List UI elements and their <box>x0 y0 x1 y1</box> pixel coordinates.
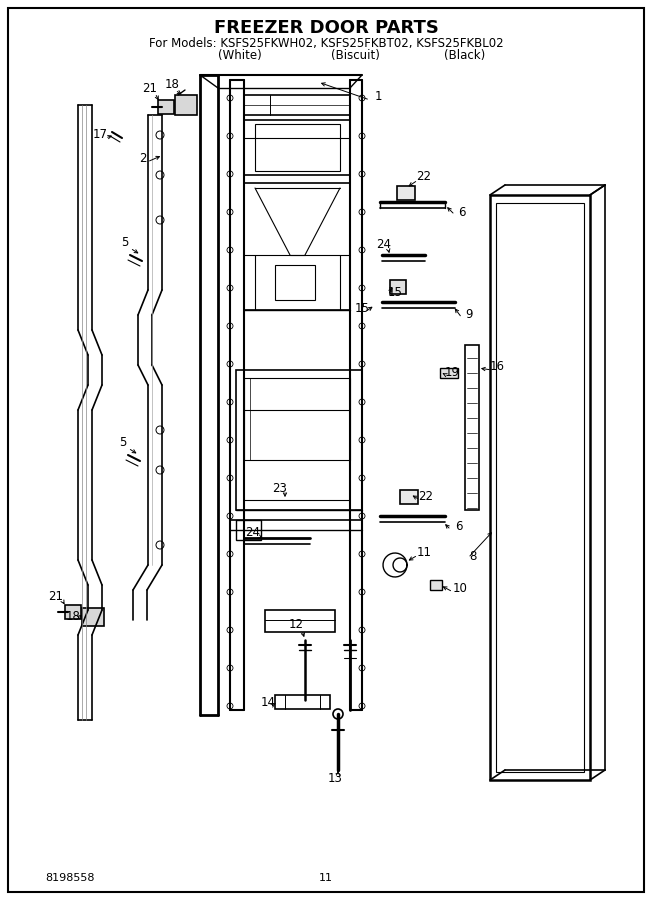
Text: (Biscuit): (Biscuit) <box>331 50 379 62</box>
Bar <box>265 610 335 632</box>
Text: 11: 11 <box>417 545 432 559</box>
Text: 12: 12 <box>288 618 303 632</box>
Bar <box>490 195 590 780</box>
Text: 18: 18 <box>164 78 179 92</box>
Bar <box>275 695 330 709</box>
Text: 13: 13 <box>327 771 342 785</box>
Text: 15: 15 <box>387 285 402 299</box>
Text: 6: 6 <box>455 520 463 534</box>
Bar <box>390 280 406 294</box>
Text: 21: 21 <box>48 590 63 604</box>
Text: 6: 6 <box>458 205 466 219</box>
Bar <box>236 520 261 540</box>
Bar <box>255 124 340 171</box>
Bar <box>440 368 458 378</box>
Text: 22: 22 <box>417 170 432 184</box>
Text: 8: 8 <box>469 550 477 562</box>
Text: 17: 17 <box>93 129 108 141</box>
Bar <box>275 265 315 300</box>
Text: 5: 5 <box>119 436 126 449</box>
Bar <box>65 605 81 619</box>
Bar <box>400 490 418 504</box>
Bar <box>397 186 415 200</box>
Bar <box>430 580 442 590</box>
Text: 1: 1 <box>374 89 382 103</box>
Text: (Black): (Black) <box>445 50 486 62</box>
Text: 15: 15 <box>355 302 370 316</box>
Text: 11: 11 <box>319 873 333 883</box>
Text: 23: 23 <box>273 482 288 494</box>
Text: 2: 2 <box>140 151 147 165</box>
Text: 22: 22 <box>419 491 434 503</box>
Text: 5: 5 <box>121 237 128 249</box>
Bar <box>465 345 479 510</box>
Text: For Models: KSFS25FKWH02, KSFS25FKBT02, KSFS25FKBL02: For Models: KSFS25FKWH02, KSFS25FKBT02, … <box>149 38 503 50</box>
Text: 10: 10 <box>452 582 467 596</box>
Bar <box>82 608 104 626</box>
Text: 24: 24 <box>246 526 261 539</box>
Text: 16: 16 <box>490 361 505 374</box>
Text: (White): (White) <box>218 50 262 62</box>
Text: 18: 18 <box>66 609 80 623</box>
Text: FREEZER DOOR PARTS: FREEZER DOOR PARTS <box>214 19 438 37</box>
Bar <box>175 95 197 115</box>
Bar <box>244 120 350 175</box>
Text: 19: 19 <box>445 365 460 379</box>
Text: 24: 24 <box>376 238 391 251</box>
Text: 21: 21 <box>143 82 158 94</box>
Bar <box>496 203 584 772</box>
Bar <box>158 100 174 114</box>
Text: 14: 14 <box>261 696 276 708</box>
Text: 8198558: 8198558 <box>45 873 95 883</box>
Text: 9: 9 <box>466 309 473 321</box>
